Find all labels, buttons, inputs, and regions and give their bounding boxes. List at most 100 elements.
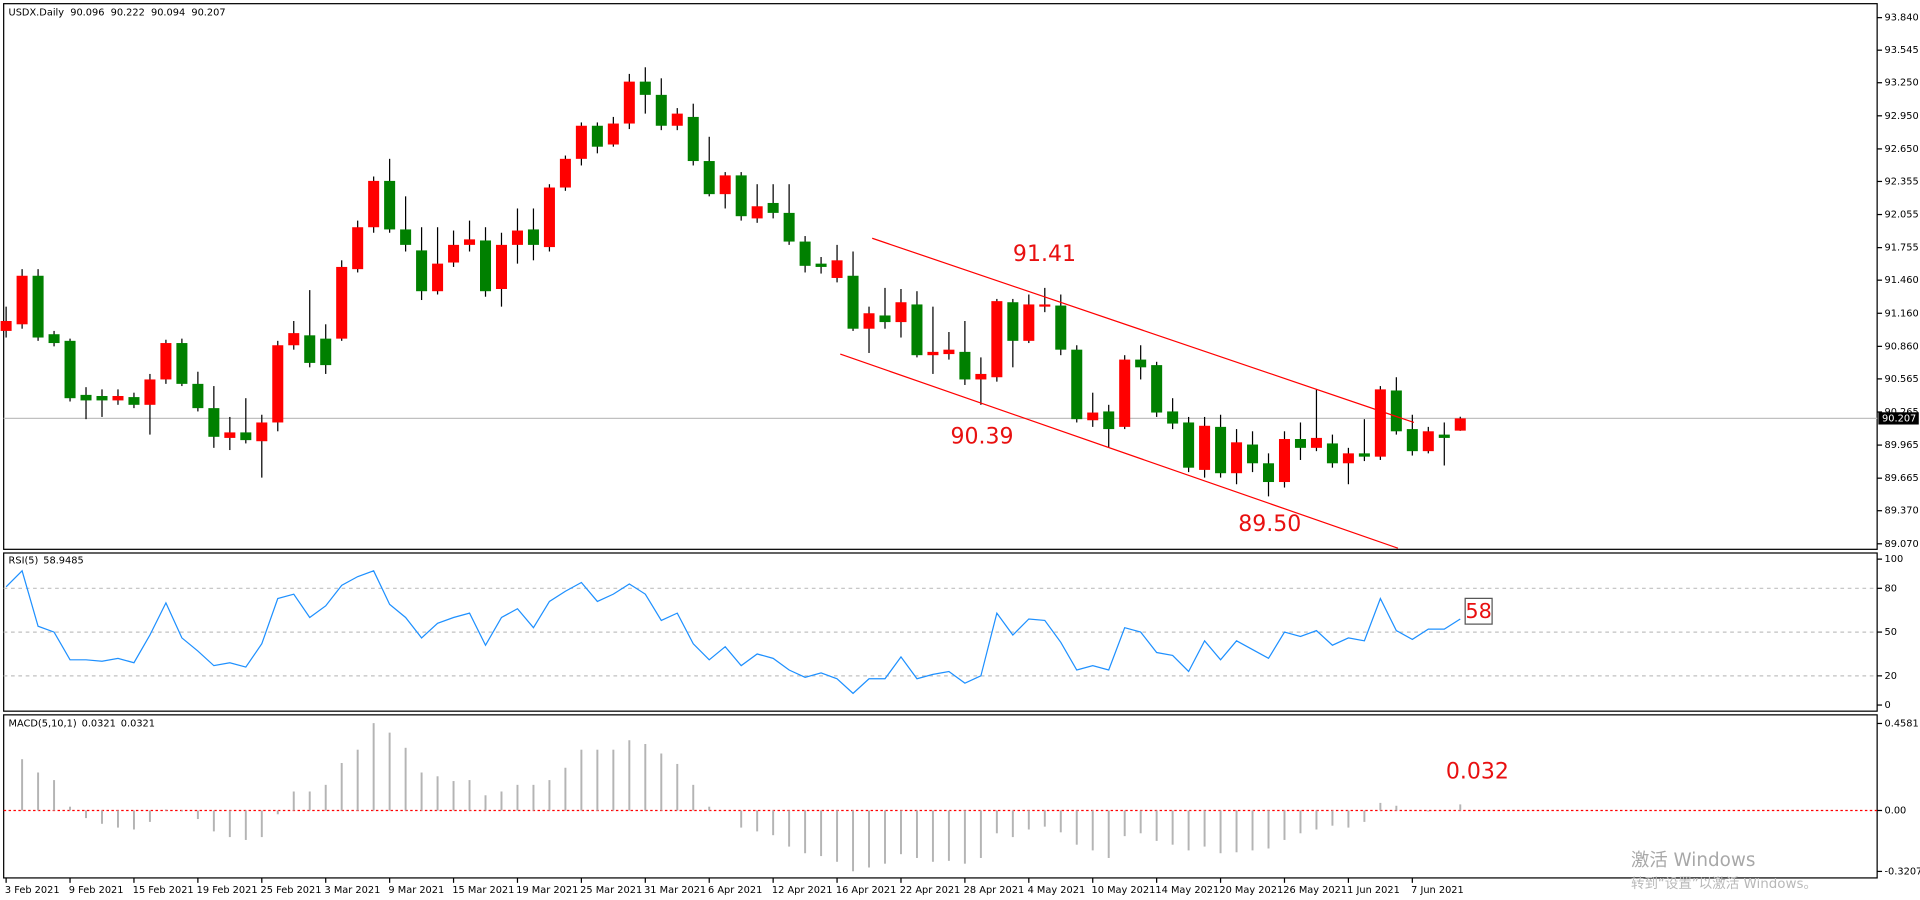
rsi-line <box>5 569 1461 695</box>
title-name: USDX.Daily <box>9 7 65 18</box>
x-tick-label: 15 Mar 2021 <box>452 885 514 896</box>
channel-line <box>840 353 1399 549</box>
candle-body <box>687 116 699 162</box>
annotation: 91.41 <box>1013 242 1076 267</box>
last-price-label: 90.207 <box>1882 413 1916 424</box>
candle-body <box>815 263 827 267</box>
candle-body <box>751 206 763 219</box>
watermark: 激活 Windows <box>1631 850 1755 871</box>
candle-body <box>1358 453 1370 457</box>
y-tick-label: 91.160 <box>1884 308 1918 319</box>
candle-body <box>575 125 587 159</box>
x-tick-label: 16 Apr 2021 <box>836 885 897 896</box>
candle-body <box>1326 443 1338 464</box>
candle-body <box>48 334 60 344</box>
last-price-box <box>1878 412 1919 425</box>
annotation: 89.50 <box>1238 512 1301 537</box>
y-tick-label: 92.355 <box>1884 176 1918 187</box>
candle-body <box>799 241 811 266</box>
candle-body <box>623 81 635 124</box>
candle-body <box>16 275 28 325</box>
candle-body <box>847 275 859 329</box>
candle-body <box>543 187 555 248</box>
y-tick-label: 89.665 <box>1884 473 1918 484</box>
candle-body <box>352 227 364 270</box>
candle-body <box>783 212 795 242</box>
price-panel <box>3 3 1878 550</box>
candle-body <box>192 383 204 409</box>
candle-body <box>703 161 715 195</box>
y-tick-label: 80 <box>1884 583 1896 594</box>
candle-body <box>128 397 140 405</box>
candle-body <box>1167 411 1179 424</box>
y-tick-label: 92.055 <box>1884 210 1918 221</box>
x-tick-label: 9 Mar 2021 <box>388 885 444 896</box>
y-tick-label: 89.965 <box>1884 440 1918 451</box>
candle-body <box>1039 304 1051 307</box>
candle-body <box>511 230 523 245</box>
candle-body <box>1263 463 1275 483</box>
x-tick-label: 10 May 2021 <box>1092 885 1156 896</box>
title-signal: 0.0321 <box>121 718 155 729</box>
title-name: RSI(5) <box>9 555 39 566</box>
candle-body <box>1023 304 1035 341</box>
watermark: 转到“设置”以激活 Windows。 <box>1631 876 1817 892</box>
y-tick-label: 93.545 <box>1884 45 1918 56</box>
x-tick-label: 26 May 2021 <box>1283 885 1347 896</box>
candle-body <box>208 408 220 437</box>
candle-body <box>416 250 428 292</box>
candle-body <box>1438 434 1450 438</box>
candle-body <box>671 113 683 126</box>
y-tick-label: 93.250 <box>1884 78 1918 89</box>
candle-body <box>464 239 476 245</box>
x-tick-label: 1 Jun 2021 <box>1347 885 1400 896</box>
y-tick-label: 92.650 <box>1884 144 1918 155</box>
candle-body <box>240 432 252 441</box>
y-tick-label: 0.00 <box>1884 805 1906 816</box>
candle-body <box>160 343 172 380</box>
title-value: 90.207 <box>191 7 225 18</box>
candle-body <box>1215 426 1227 474</box>
candle-body <box>607 123 619 145</box>
x-tick-label: 4 May 2021 <box>1028 885 1086 896</box>
candle-body <box>655 94 667 126</box>
candle-body <box>1103 411 1115 430</box>
y-tick-label: 93.840 <box>1884 13 1918 24</box>
candle-body <box>1390 390 1402 432</box>
candle-body <box>911 304 923 356</box>
y-tick-label: 91.460 <box>1884 275 1918 286</box>
candle-body <box>384 180 396 230</box>
x-tick-label: 20 May 2021 <box>1219 885 1283 896</box>
candle-body <box>1119 359 1131 427</box>
candle-body <box>224 432 236 438</box>
candle-body <box>144 379 156 405</box>
candle-body <box>448 244 460 263</box>
y-tick-label: 90.565 <box>1884 374 1918 385</box>
macd-panel <box>3 714 1878 879</box>
x-tick-label: 14 May 2021 <box>1155 885 1219 896</box>
x-tick-label: 19 Mar 2021 <box>516 885 578 896</box>
candle-body <box>767 202 779 213</box>
y-tick-label: 0 <box>1884 700 1890 711</box>
x-tick-label: 31 Mar 2021 <box>644 885 706 896</box>
y-tick-label: 50 <box>1884 627 1896 638</box>
x-tick-label: 3 Mar 2021 <box>324 885 380 896</box>
x-tick-label: 12 Apr 2021 <box>772 885 833 896</box>
value-label: 58 <box>1465 599 1491 623</box>
candle-body <box>591 125 603 147</box>
candle-body <box>1294 439 1306 448</box>
x-tick-label: 22 Apr 2021 <box>900 885 961 896</box>
candle-body <box>1055 305 1067 350</box>
y-tick-label: 100 <box>1884 554 1903 565</box>
candle-body <box>32 275 44 338</box>
y-tick-label: 92.950 <box>1884 111 1918 122</box>
candle-body <box>1087 412 1099 421</box>
title-value: 90.096 <box>70 7 104 18</box>
value-label-box <box>1464 597 1493 625</box>
y-tick-label: 89.070 <box>1884 539 1918 550</box>
candle-body <box>304 335 316 363</box>
title-value: 90.094 <box>151 7 185 18</box>
y-tick-label: 20 <box>1884 671 1896 682</box>
candle-body <box>943 349 955 355</box>
candle-body <box>400 229 412 245</box>
